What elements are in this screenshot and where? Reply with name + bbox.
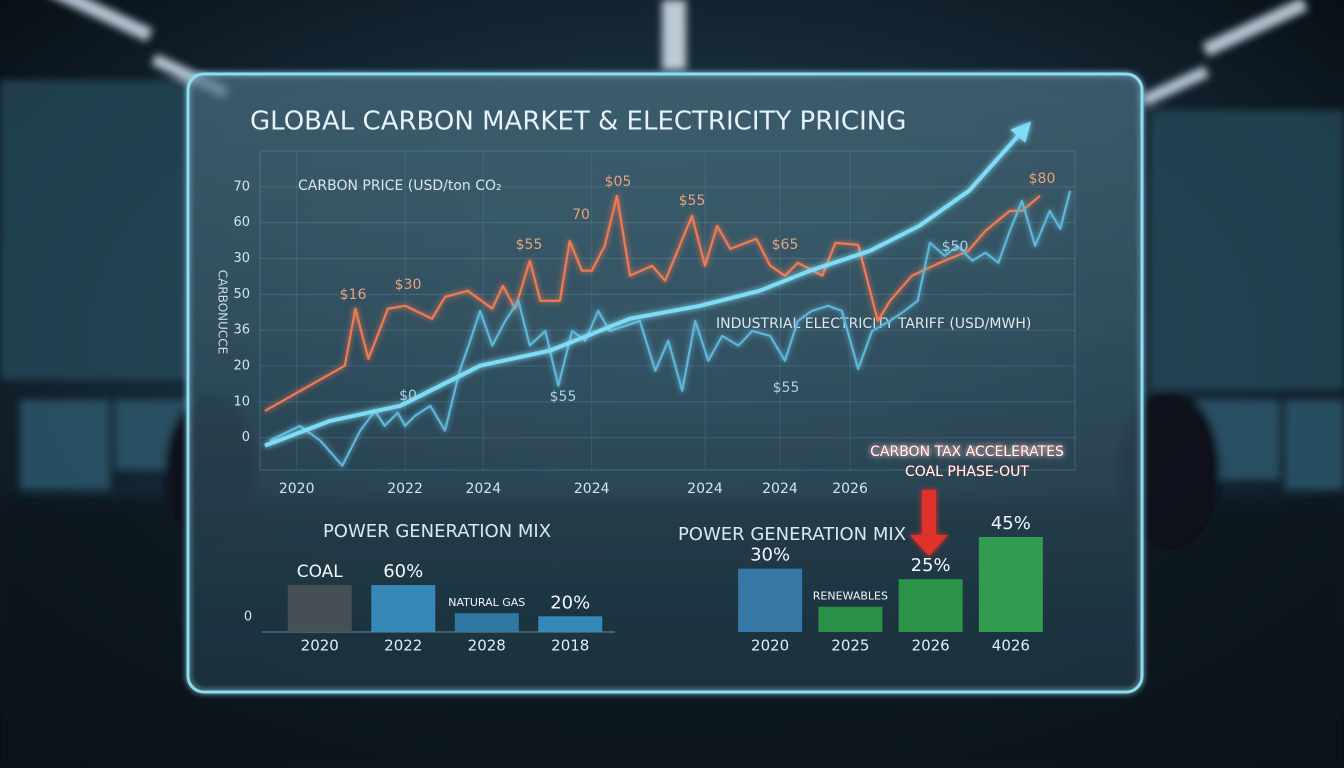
y-tick-label: 60 [233,215,250,230]
y-tick-label: 20 [233,359,250,374]
x-tick-label: 4026 [992,637,1030,655]
callout-arrow [910,490,948,556]
annotation: $65 [772,237,799,253]
x-tick-label: 2020 [301,637,339,655]
bar [978,537,1043,632]
annotation: $30 [395,277,422,293]
series-line [269,190,1072,467]
x-tick-label: 2024 [687,481,723,497]
annotation: $55 [550,389,577,405]
y-tick-label: 10 [233,394,250,409]
bar-note: RENEWABLES [813,590,888,603]
bar-chart-title: POWER GENERATION MIX [678,524,906,545]
callout: COAL PHASE-OUT [905,464,1029,480]
plot-frame [259,150,1076,471]
bar-chart-title: POWER GENERATION MIX [323,521,551,542]
bar [287,585,352,632]
chart-layer: 70 60 30 50 36 20 10 0 2020 2022 2024 2024 2024 2024 2… [233,121,1075,655]
annotation: $16 [340,287,367,303]
x-tick-label: 2025 [831,637,869,655]
x-tick-label: 2018 [551,637,589,655]
series-line [264,194,1041,412]
bar-note: NATURAL GAS [448,596,525,609]
y-axis-label: CARBONUCCE [216,270,230,355]
bar-note: COAL [297,562,344,582]
annotation: $05 [605,174,632,190]
y-tick-label: 50 [233,287,250,302]
bar [454,613,519,632]
y-tick-label: 30 [233,251,250,266]
y-tick-label: 36 [233,323,250,338]
x-tick-label: 2024 [465,481,501,497]
x-tick-label: 2020 [279,481,315,497]
y-tick-label: 0 [242,430,250,445]
x-tick-label: 2026 [912,637,950,655]
annotation: $55 [773,380,800,396]
panel-frame [186,72,1144,694]
trend-line [264,121,1032,448]
annotation: $55 [516,237,543,253]
value-label: 60% [383,561,423,582]
annotation: 70 [572,207,590,223]
bar [738,568,803,632]
callout: CARBON TAX ACCELERATES [870,444,1064,460]
value-label: 20% [550,592,590,613]
value-label: 25% [911,555,951,576]
x-tick-label: 2026 [832,481,868,497]
annotation: $80 [1029,171,1056,187]
annotation: $50 [942,239,969,255]
x-tick-label: 2022 [387,481,423,497]
chart-title: GLOBAL CARBON MARKET & ELECTRICITY PRICI… [250,107,906,137]
bar [538,616,603,632]
x-tick-label: 2024 [762,481,798,497]
x-tick-label: 2024 [574,481,610,497]
x-tick-label: 2028 [468,637,506,655]
bar [898,579,963,632]
value-label: 30% [750,545,790,566]
x-tick-label: 2020 [751,637,789,655]
x-tick-label: 2022 [384,637,422,655]
value-label: 45% [991,513,1031,534]
annotation: $0 [399,388,417,404]
y-tick-label: 0 [244,610,252,625]
series-label: CARBON PRICE (USD/ton CO₂ [298,178,502,194]
bar [818,606,883,632]
annotation: $55 [679,193,706,209]
bar [371,585,436,632]
y-tick-label: 70 [233,179,250,194]
